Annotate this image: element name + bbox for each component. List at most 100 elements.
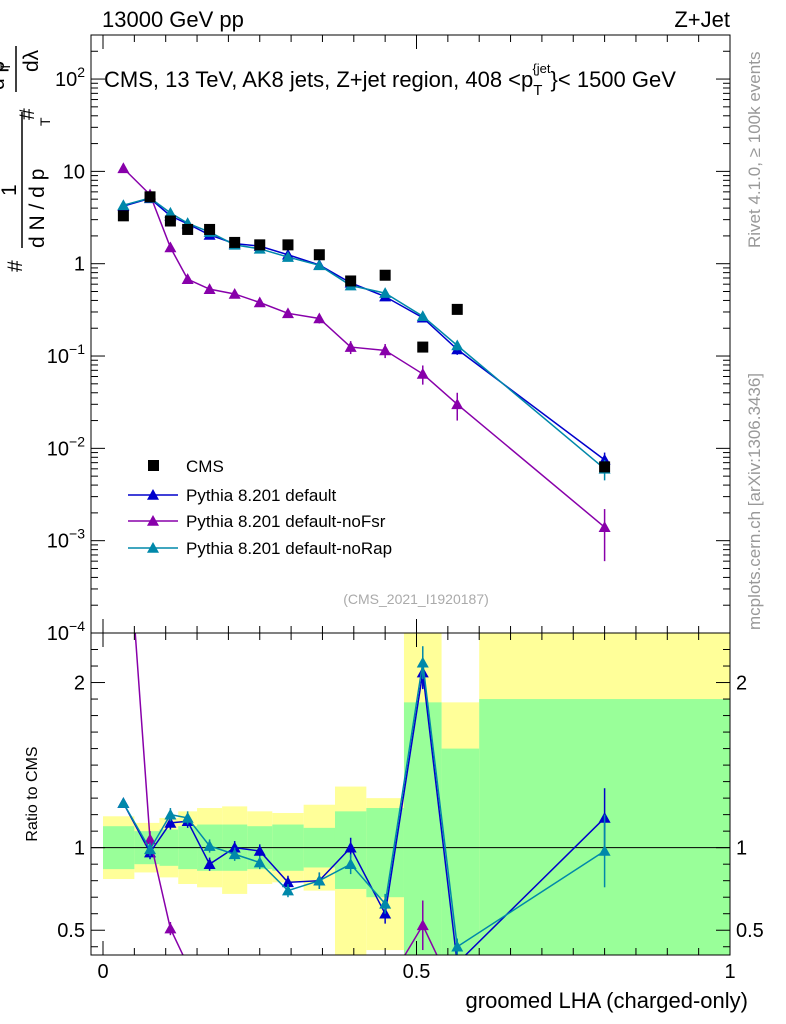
ratio-point	[144, 843, 157, 855]
ratio-y-tick-label-right: 1	[736, 838, 747, 860]
ratio-point	[281, 876, 294, 888]
data-point	[598, 521, 611, 532]
header-left: 13000 GeV pp	[102, 7, 244, 32]
legend-label: Pythia 8.201 default	[186, 486, 337, 505]
data-point	[229, 236, 241, 248]
data-point	[281, 251, 294, 262]
y-tick-label: 10−4	[47, 618, 85, 645]
data-point	[417, 341, 429, 353]
data-point	[345, 275, 357, 287]
data-point	[313, 312, 326, 324]
data-point	[313, 259, 326, 271]
data-point	[117, 162, 130, 174]
y-tick-label: 10−3	[47, 526, 85, 553]
legend-marker-cms	[148, 460, 159, 471]
ratio-pythia-8-201-default-norap	[117, 646, 611, 955]
ratio-y-tick-label-right: 2	[736, 673, 747, 695]
ratio-y-tick-label-left: 1	[74, 838, 85, 860]
y-tick-label: 102	[55, 64, 85, 91]
y-tick-label: 10	[63, 161, 85, 183]
data-point	[204, 223, 216, 235]
data-point	[117, 210, 129, 222]
ratio-point	[204, 970, 216, 981]
ratio-point	[379, 982, 391, 993]
y-axis-label-part: #	[16, 108, 39, 120]
legend: CMS Pythia 8.201 default Pythia 8.201 defa…	[128, 457, 392, 558]
y-tick-label: 1	[74, 254, 85, 276]
ratio-y-axis-label: Ratio to CMS	[24, 746, 41, 841]
ratio-point	[416, 919, 429, 931]
ratio-point	[181, 811, 194, 823]
ratio-point	[599, 970, 611, 981]
ratio-point	[345, 975, 357, 986]
ratio-point	[451, 940, 464, 952]
legend-marker	[147, 515, 159, 526]
data-point	[451, 339, 464, 351]
series-line	[123, 197, 606, 470]
series-pythia-8-201-default-nofsr	[117, 162, 611, 562]
ratio-point	[313, 874, 326, 886]
main-panel: 10−4 10−3 10−2 10−1 1 10 102 CMS, 13 TeV, AK8 j…	[0, 34, 731, 645]
region-title: CMS, 13 TeV, AK8 jets, Z+jet region, 408…	[104, 61, 676, 99]
legend-label: CMS	[186, 457, 224, 476]
ratio-point	[117, 797, 130, 808]
ratio-point	[313, 974, 325, 985]
ratio-line	[134, 633, 438, 955]
legend-label: Pythia 8.201 default-noFsr	[186, 512, 386, 531]
y-axis-label-part: #	[4, 260, 27, 272]
data-point	[313, 249, 325, 261]
mcplots-label: mcplots.cern.ch [arXiv:1306.3436]	[745, 373, 764, 630]
series-cms	[117, 191, 611, 473]
ratio-point	[451, 957, 463, 968]
ratio-point	[451, 992, 463, 1003]
legend-label: Pythia 8.201 default-noRap	[186, 539, 392, 558]
data-point	[379, 287, 392, 298]
ratio-point	[117, 462, 129, 473]
ratio-point	[203, 840, 216, 851]
data-point	[253, 296, 266, 308]
ratio-plot-area	[91, 462, 730, 1003]
data-point	[451, 398, 464, 410]
data-point	[599, 461, 611, 473]
ratio-y-tick-label-right: 0.5	[736, 920, 764, 942]
ratio-point	[282, 977, 294, 988]
legend-marker	[147, 542, 159, 553]
ratio-point	[182, 959, 194, 970]
ratio-y-tick-label-left: 0.5	[57, 920, 85, 942]
ratio-y-tick-label-left: 2	[74, 673, 85, 695]
data-point	[164, 215, 176, 227]
ratio-point	[344, 858, 357, 869]
y-axis-label-part: dλ	[20, 49, 43, 72]
ratio-point	[228, 848, 241, 860]
y-axis-label-part: T	[37, 117, 53, 126]
data-point	[144, 191, 156, 203]
data-point	[181, 273, 194, 284]
data-point	[254, 239, 266, 251]
x-tick-label: 1	[724, 961, 735, 983]
ratio-point	[344, 841, 357, 853]
data-point	[164, 206, 177, 218]
ratio-point	[164, 816, 177, 828]
series-line	[123, 197, 606, 461]
analysis-id: (CMS_2021_I1920187)	[343, 591, 489, 607]
ratio-point	[416, 656, 429, 668]
ratio-frame	[90, 632, 731, 956]
data-point	[203, 283, 216, 294]
x-tick-label: 0	[97, 961, 108, 983]
y-axis-label-part: d p	[0, 61, 9, 90]
x-tick-label: 0.5	[403, 961, 431, 983]
x-axis-label: groomed LHA (charged-only)	[466, 988, 748, 1013]
data-point	[281, 307, 294, 319]
ratio-point	[144, 833, 157, 845]
ratio-point	[229, 961, 241, 972]
data-point	[228, 287, 241, 299]
ratio-point	[598, 844, 611, 856]
series-line	[122, 167, 606, 528]
y-axis-label-part: d N / d p	[26, 169, 49, 248]
data-point	[379, 269, 391, 281]
y-axis-label-part: 1	[0, 184, 21, 196]
legend-marker	[147, 489, 159, 500]
series-pythia-8-201-default-norap	[117, 191, 611, 481]
ratio-point	[203, 858, 216, 869]
